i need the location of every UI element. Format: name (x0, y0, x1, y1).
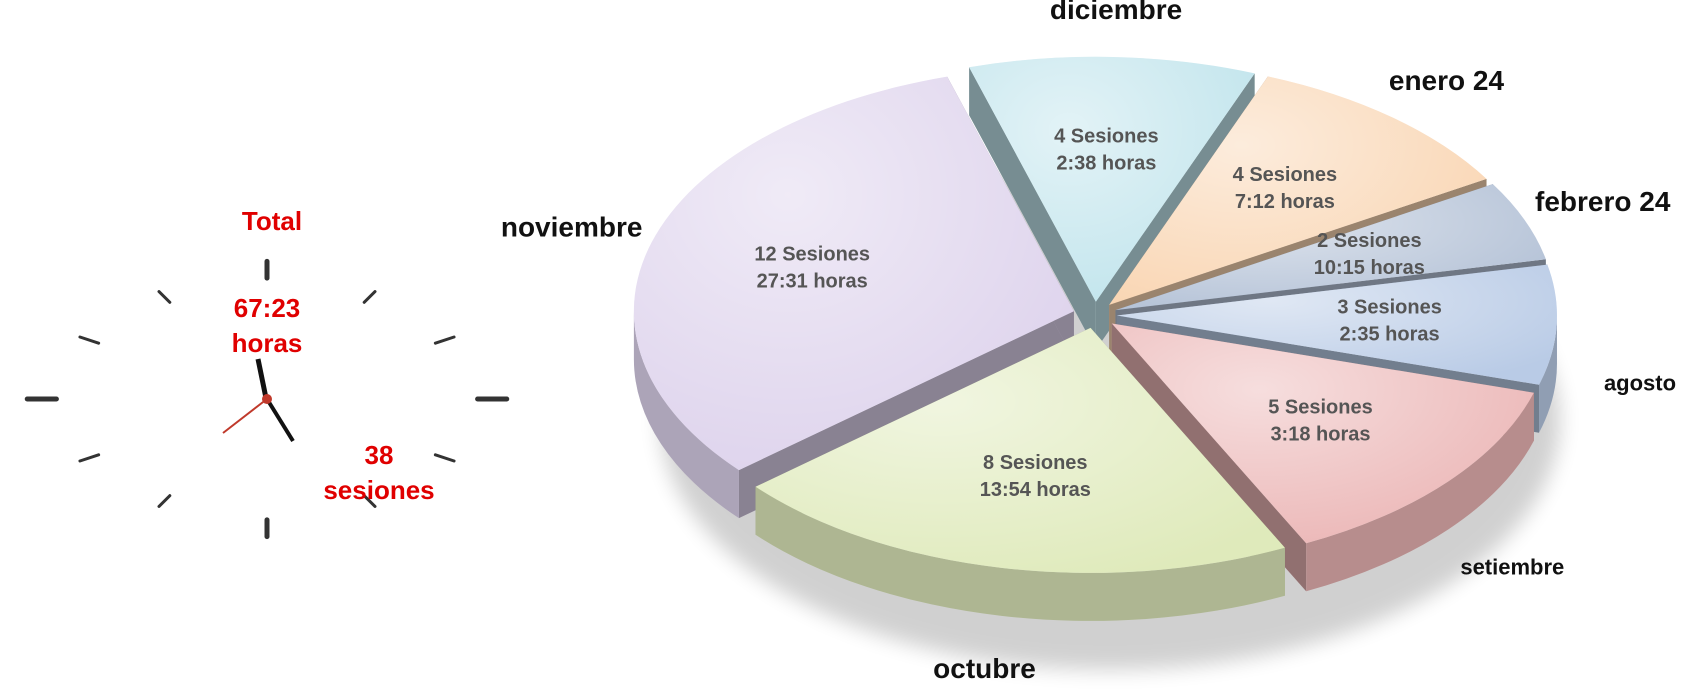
slice-wall-shade (969, 67, 1096, 350)
pie-slice (633, 76, 1074, 519)
clock-tick (362, 494, 377, 508)
slice-side-shade (755, 486, 1285, 621)
clock-hand (265, 397, 295, 443)
month-label: diciembre (1050, 0, 1182, 25)
slice-sessions: 5 Sesiones (1268, 397, 1373, 419)
slice-hours: 3:18 horas (1270, 424, 1370, 446)
clock (24, 258, 510, 540)
month-label: febrero 24 (1535, 186, 1671, 217)
slice-side (1306, 392, 1534, 592)
clock-tick (433, 453, 456, 463)
slice-top-shine (633, 76, 1074, 471)
slice-sessions: 12 Sesiones (754, 244, 870, 266)
slice-side (633, 311, 739, 519)
slice-hours: 2:38 horas (1056, 152, 1156, 174)
month-label: enero 24 (1389, 65, 1505, 96)
clock-tick (433, 335, 456, 345)
slice-hours: 7:12 horas (1235, 191, 1335, 213)
total-hours: 67:23 (234, 293, 301, 323)
slice-hours: 10:15 horas (1314, 257, 1425, 279)
slice-top-shine (1116, 264, 1557, 385)
total-sessions: 38 (365, 440, 394, 470)
clock-tick (157, 494, 172, 508)
slice-hours: 13:54 horas (980, 479, 1091, 501)
slice-side-shade (633, 311, 739, 519)
slice-wall (969, 67, 1096, 350)
slice-hours: 27:31 horas (757, 271, 868, 293)
total-hours-unit: horas (232, 328, 303, 358)
slice-side (1539, 315, 1557, 433)
pie-slice (755, 327, 1285, 621)
clock-tick (78, 335, 101, 345)
slice-top-shine (969, 56, 1255, 302)
clock-center (262, 394, 272, 404)
total-sessions-unit: sesiones (323, 475, 434, 505)
slice-sessions: 2 Sesiones (1317, 230, 1422, 252)
slice-top-shine (755, 327, 1285, 573)
slice-sessions: 8 Sesiones (983, 452, 1088, 474)
month-label: agosto (1604, 371, 1676, 396)
clock-tick (78, 453, 101, 463)
slice-top-shine (1111, 323, 1534, 544)
total-title: Total (242, 206, 302, 236)
clock-tick (362, 290, 377, 304)
clock-tick (157, 290, 172, 304)
slice-top-shine (1109, 76, 1487, 305)
month-label: octubre (933, 653, 1036, 684)
slice-side-shade (1539, 315, 1557, 433)
slice-sessions: 4 Sesiones (1054, 125, 1159, 147)
clock-hand (222, 398, 268, 434)
month-label: noviembre (501, 212, 643, 243)
slice-side (755, 486, 1285, 621)
slice-sessions: 4 Sesiones (1233, 164, 1338, 186)
pie: 3 Sesiones 2:35 horas agosto 5 Sesiones 3:18… (501, 0, 1676, 684)
slice-side-shade (1306, 392, 1534, 592)
month-label: setiembre (1460, 555, 1564, 580)
slice-hours: 2:35 horas (1340, 324, 1440, 346)
slice-sessions: 3 Sesiones (1337, 297, 1442, 319)
slice-top-shine (1115, 184, 1546, 311)
